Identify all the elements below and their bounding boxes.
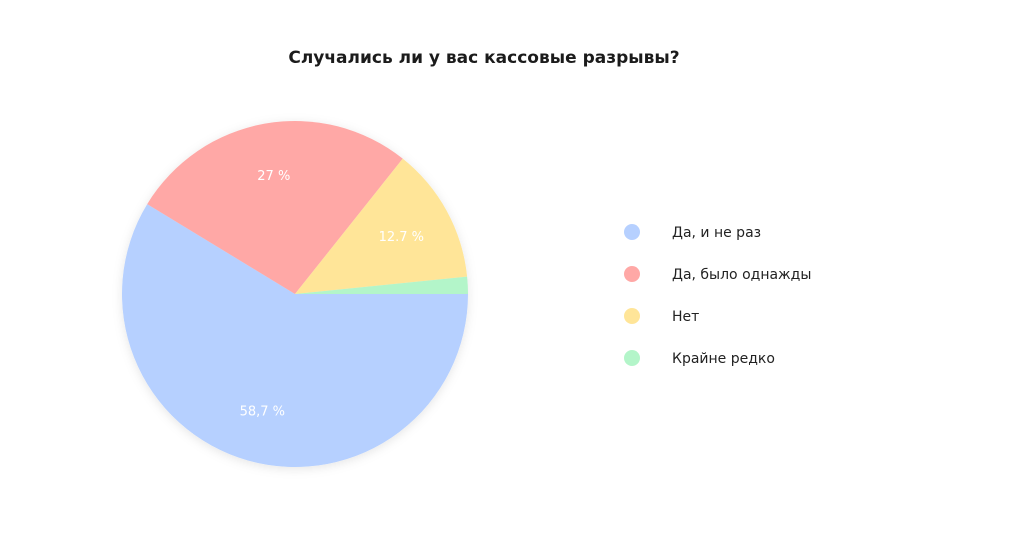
legend-swatch-2 [624, 308, 640, 324]
legend: Да, и не раз Да, было однажды Нет Крайне ре… [624, 224, 811, 367]
legend-label-3: Крайне редко [672, 351, 775, 367]
legend-label-0: Да, и не раз [672, 225, 761, 241]
legend-label-2: Нет [672, 309, 699, 325]
slice-value-label-2: 12.7 % [379, 230, 424, 245]
pie-slice-2 [295, 158, 468, 294]
slice-labels: 58,7 % 27 % 12.7 % [240, 169, 424, 420]
legend-swatch-1 [624, 266, 640, 282]
pie-slice-1 [147, 121, 403, 294]
pie-slice-3 [295, 276, 468, 294]
legend-swatch-0 [624, 224, 640, 240]
pie [122, 121, 469, 467]
pie-slice-0 [122, 204, 469, 467]
legend-label-1: Да, было однажды [672, 267, 811, 283]
slice-value-label-0: 58,7 % [240, 405, 285, 420]
legend-swatch-3 [624, 350, 640, 366]
slice-value-label-1: 27 % [257, 169, 290, 184]
chart-title: Случались ли у вас кассовые разрывы? [288, 48, 679, 68]
